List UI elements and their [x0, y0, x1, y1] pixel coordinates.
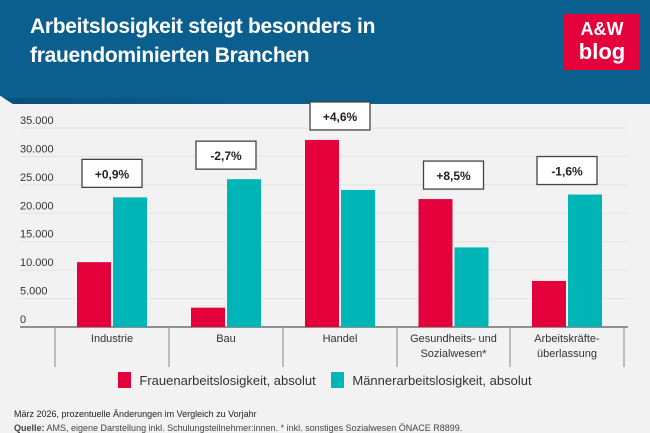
bar-maenner [454, 247, 489, 327]
category-label: Handel [323, 333, 358, 345]
change-label: -2,7% [210, 149, 242, 163]
header-banner [0, 0, 650, 104]
bar-maenner [568, 194, 602, 327]
change-label-box [422, 160, 485, 190]
category-label: Bau [216, 333, 236, 345]
legend-item-frauen: Frauenarbeitslosigkeit, absolut [118, 372, 316, 388]
y-tick-label: 30.000 [20, 143, 54, 155]
change-label-box [536, 155, 598, 186]
legend-swatch [331, 372, 345, 388]
y-tick-label: 5.000 [20, 286, 48, 298]
aw-blog-logo: A&W blog [564, 14, 640, 70]
legend: Frauenarbeitslosigkeit, absolut Männerar… [0, 372, 650, 391]
bar-maenner [227, 179, 261, 327]
bar-maenner [113, 197, 147, 327]
source-note: Quelle: AMS, eigene Darstellung inkl. Sc… [14, 423, 463, 433]
category-label: Sozialwesen* [420, 348, 487, 360]
change-label: +8,5% [436, 169, 471, 183]
change-label-box [309, 101, 371, 131]
y-tick-label: 15.000 [20, 229, 54, 241]
change-label-box [81, 158, 143, 189]
category-label: Arbeitskräfte- [534, 333, 600, 345]
y-tick-label: 35.000 [20, 115, 54, 127]
category-label: Industrie [91, 333, 133, 345]
y-tick-label: 20.000 [20, 200, 54, 212]
change-label: -1,6% [551, 165, 583, 179]
bar-frauen [191, 307, 225, 327]
change-label: +4,6% [323, 110, 358, 124]
y-tick-label: 25.000 [20, 172, 54, 184]
bar-frauen [77, 262, 111, 327]
change-label-box [195, 140, 257, 170]
legend-swatch [118, 372, 132, 388]
bar-frauen [305, 139, 339, 327]
y-tick-label: 0 [20, 314, 26, 326]
chart-title: Arbeitslosigkeit steigt besonders in fra… [30, 15, 376, 67]
category-label: überlassung [537, 348, 597, 360]
y-tick-label: 10.000 [20, 257, 54, 269]
bar-maenner [341, 189, 375, 327]
bar-frauen [532, 280, 566, 327]
category-label: Gesundheits- und [410, 333, 497, 345]
legend-item-maenner: Männerarbeitslosigkeit, absolut [331, 372, 532, 388]
bar-frauen [418, 199, 453, 327]
change-label: +0,9% [95, 167, 130, 181]
footnote: März 2026, prozentuelle Änderungen im Ve… [14, 409, 257, 419]
